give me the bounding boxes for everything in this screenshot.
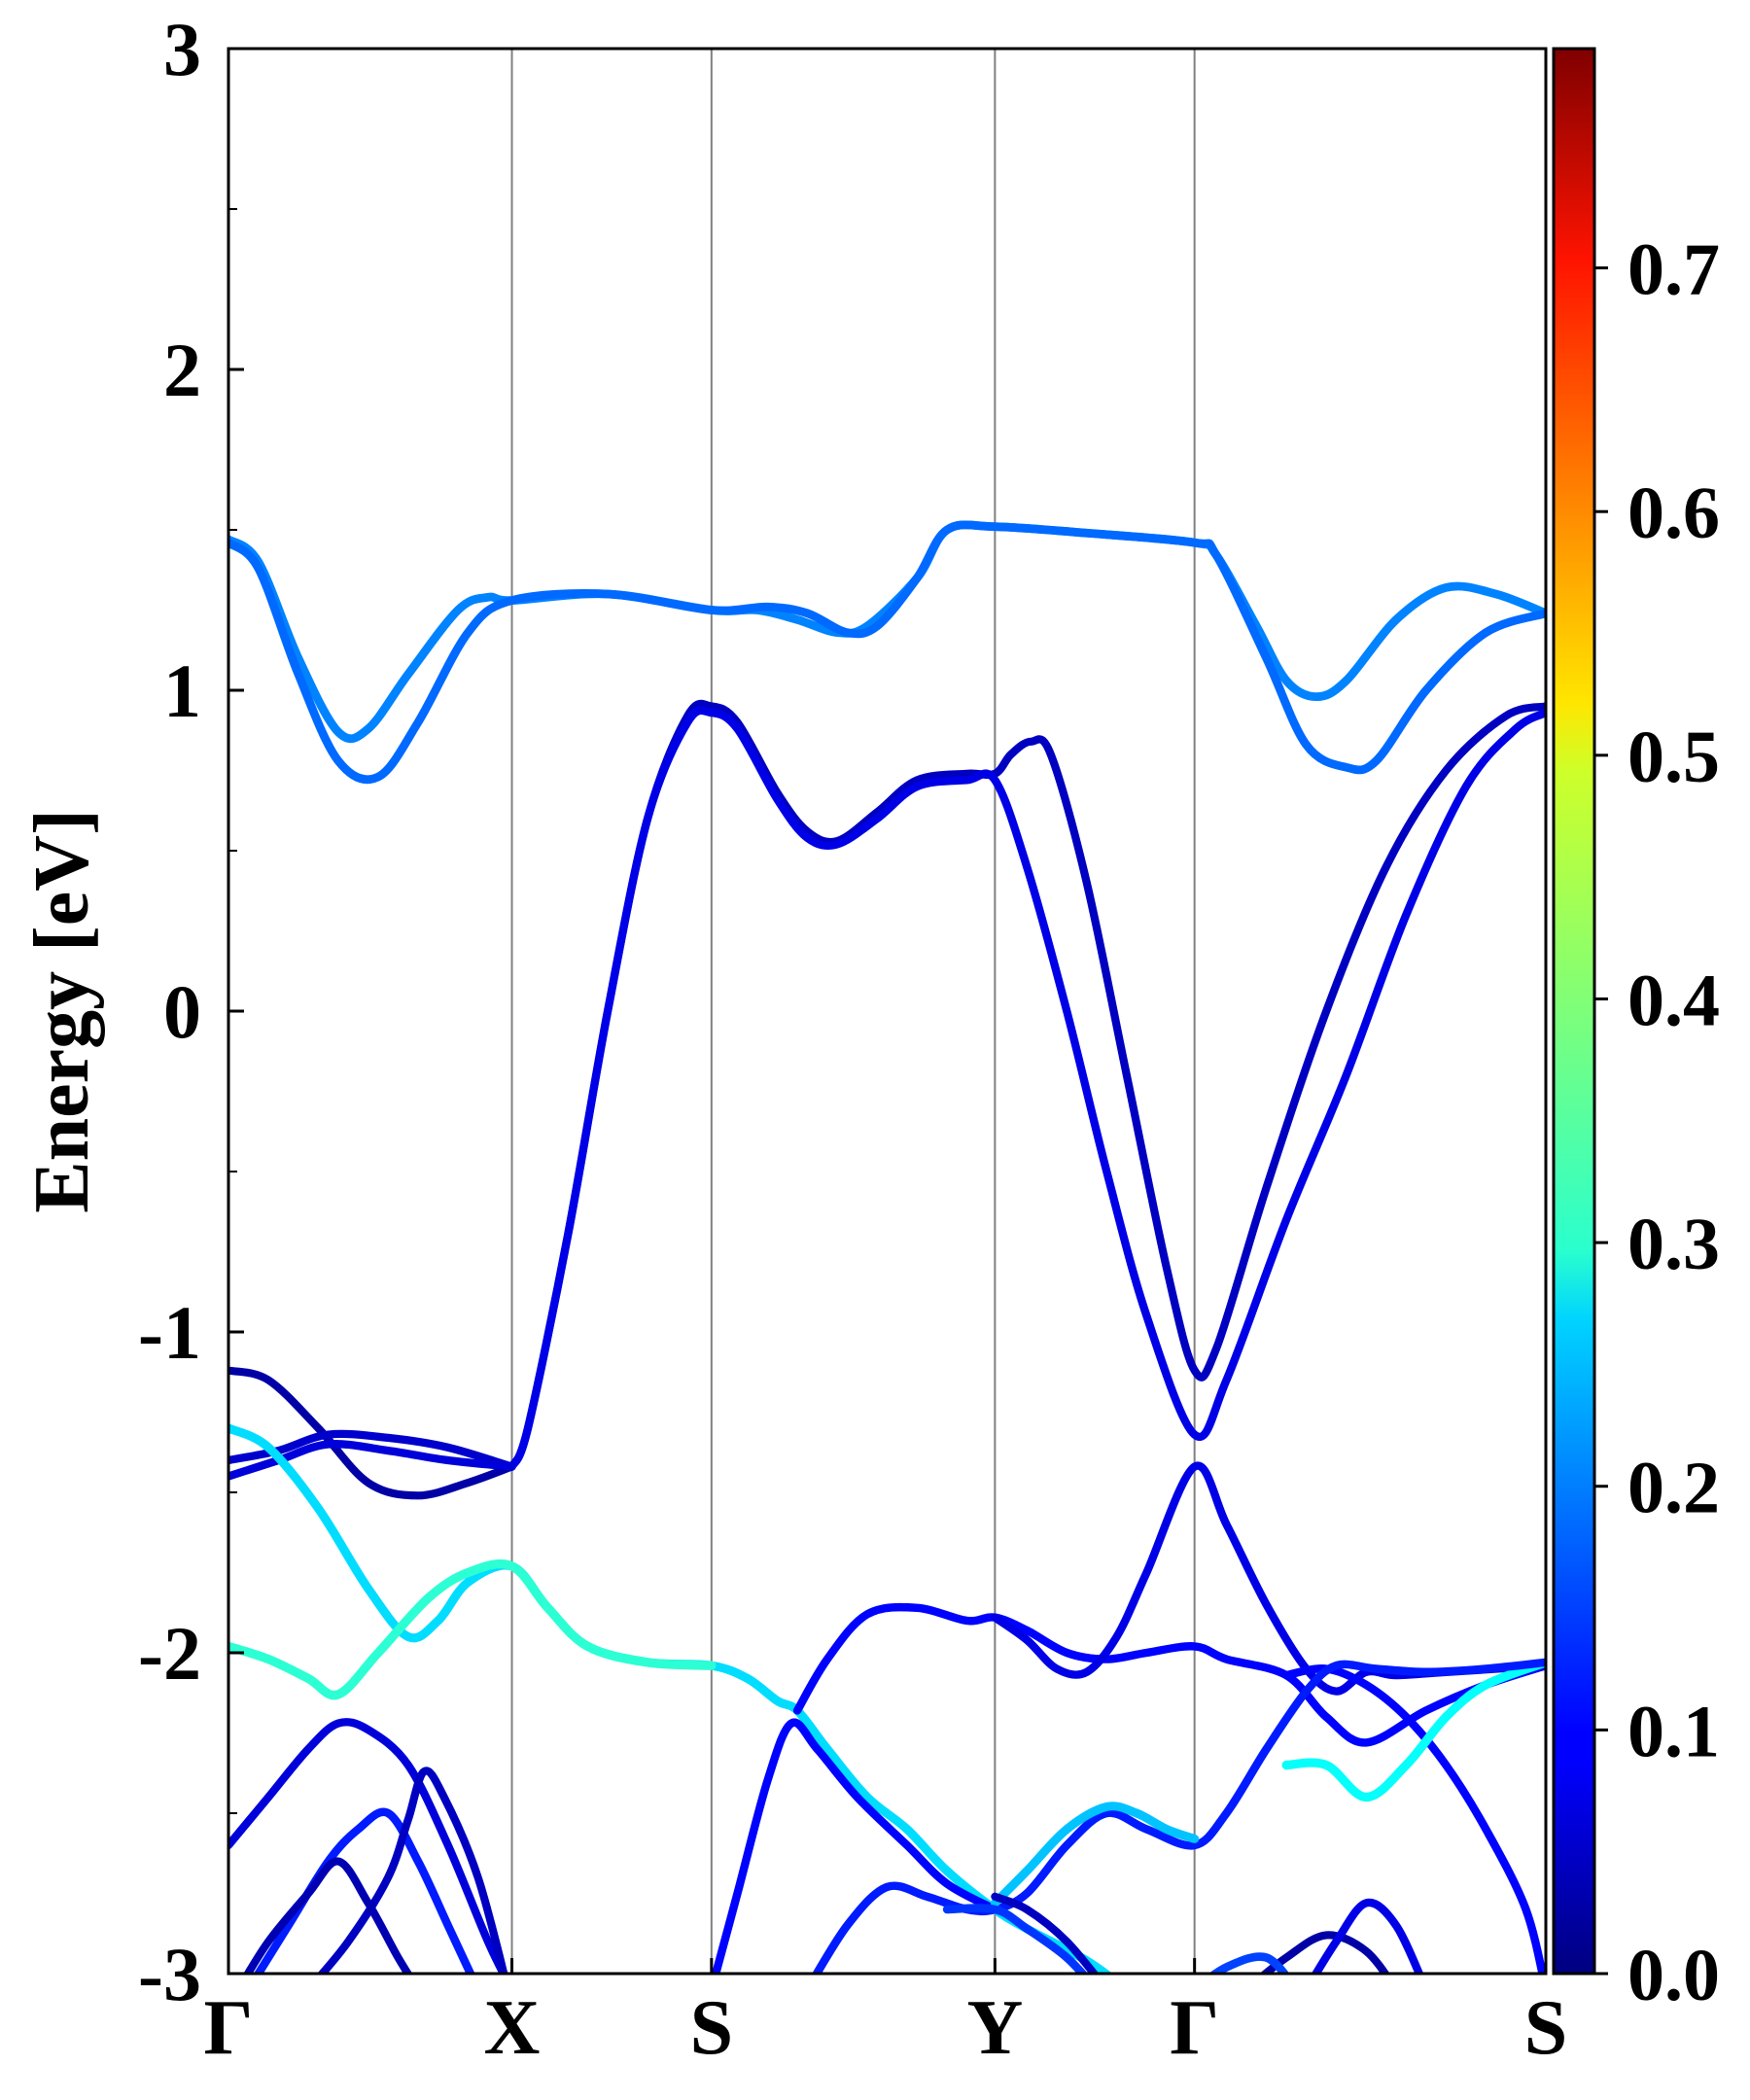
band-vb-18 xyxy=(991,1892,1100,1974)
band-cb-upper-2 xyxy=(228,520,1546,785)
x-tick-label: S xyxy=(1524,1985,1568,2071)
band-vb-top-1 xyxy=(508,699,1546,1471)
y-tick-label: 1 xyxy=(163,648,201,733)
band-vb-12 xyxy=(317,1767,508,1974)
colorbar-tick-label: 0.6 xyxy=(1628,472,1720,554)
colorbar-tick-label: 0.0 xyxy=(1628,1935,1720,2016)
band-vb-3 xyxy=(228,1440,516,1481)
y-tick-label: -1 xyxy=(138,1290,201,1375)
band-lines xyxy=(228,520,1546,1974)
y-tick-label: 0 xyxy=(163,969,201,1054)
y-tick-label: -3 xyxy=(138,1932,201,2016)
x-tick-label: Γ xyxy=(204,1985,254,2071)
colorbar-tick-label: 0.4 xyxy=(1628,960,1720,1041)
y-tick-label: 2 xyxy=(163,328,201,412)
band-vb-16 xyxy=(990,1802,1200,1908)
band-vb-10 xyxy=(228,1718,508,1974)
x-tick-label: S xyxy=(690,1985,734,2071)
colorbar-tick-label: 0.1 xyxy=(1628,1691,1720,1772)
band-vb-5 xyxy=(228,1558,717,1700)
x-tick-label: Γ xyxy=(1170,1985,1219,2071)
band-vb-15 xyxy=(812,1658,1546,1974)
y-tick-label: -2 xyxy=(138,1611,201,1696)
colorbar xyxy=(1552,47,1596,1976)
band-vb-7 xyxy=(991,1461,1546,1696)
band-vb-17 xyxy=(942,1904,1089,1974)
band-vb-20 xyxy=(1311,1898,1424,1974)
band-vb-9 xyxy=(1281,1658,1546,1802)
x-tick-label: Y xyxy=(966,1985,1023,2071)
band-vb-1 xyxy=(228,1366,516,1500)
band-vb-top-2 xyxy=(508,706,1546,1471)
colorbar-tick-label: 0.2 xyxy=(1628,1448,1720,1529)
colorbar-tick-label: 0.7 xyxy=(1628,229,1720,311)
y-axis-ticks: 3 2 1 0 -1 -2 -3 xyxy=(138,7,244,2016)
colorbar-tick-label: 0.3 xyxy=(1628,1204,1720,1285)
band-vb-11 xyxy=(253,1807,475,1974)
y-tick-label: 3 xyxy=(163,7,201,91)
x-tick-label: X xyxy=(484,1985,541,2071)
band-vb-6 xyxy=(792,1602,1546,1747)
y-axis-label: Energy [eV] xyxy=(19,809,105,1212)
band-vb-14 xyxy=(711,1718,999,1974)
band-cb-upper-1 xyxy=(228,520,1546,744)
colorbar-ticks: 0.0 0.1 0.2 0.3 0.4 0.5 0.6 0.7 xyxy=(1594,229,1720,2016)
k-point-gridlines xyxy=(510,49,1196,1974)
band-vb-13 xyxy=(243,1857,413,1974)
colorbar-tick-label: 0.5 xyxy=(1628,717,1720,798)
